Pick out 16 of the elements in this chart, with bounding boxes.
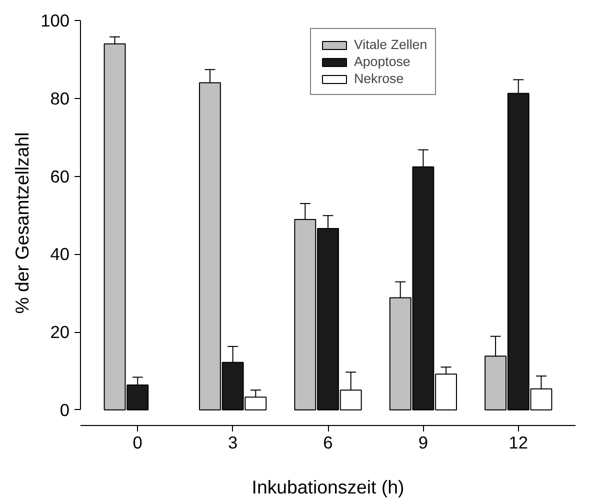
x-tick-label: 9: [418, 432, 428, 452]
legend-label: Nekrose: [354, 71, 404, 86]
legend-label: Apoptose: [354, 54, 410, 69]
y-axis-title: % der Gesamtzellzahl: [12, 132, 33, 314]
x-axis-title: Inkubationszeit (h): [252, 476, 404, 498]
legend-label: Vitale Zellen: [354, 37, 428, 52]
y-tick-label: 60: [50, 166, 70, 186]
x-tick-label: 3: [228, 432, 238, 452]
x-tick-label: 12: [508, 432, 528, 452]
x-tick-label: 6: [323, 432, 333, 452]
y-tick-label: 100: [40, 10, 70, 30]
y-tick-label: 0: [60, 400, 70, 420]
y-tick-label: 80: [50, 88, 70, 108]
y-tick-label: 20: [50, 322, 70, 342]
y-tick-label: 40: [50, 244, 70, 264]
x-tick-label: 0: [132, 432, 142, 452]
